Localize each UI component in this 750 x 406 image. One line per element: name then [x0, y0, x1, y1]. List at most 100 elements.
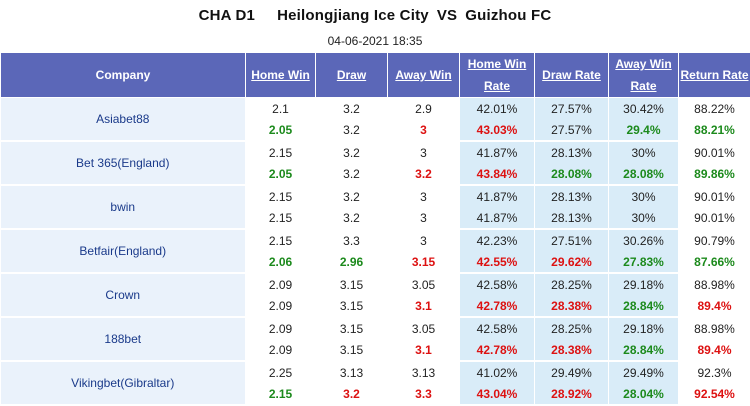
odds-value: 3.2 — [343, 190, 360, 204]
company-name[interactable]: bwin — [1, 185, 246, 229]
live-away-win-cell: 3.1 — [388, 339, 460, 361]
opening-draw-cell: 3.2 — [316, 185, 388, 207]
opening-home-win-cell: 2.09 — [246, 317, 316, 339]
odds-value: 42.55% — [477, 255, 518, 269]
opening-away-win-cell: 3.05 — [388, 317, 460, 339]
column-header-draw-rate[interactable]: Draw Rate — [535, 53, 609, 98]
company-name[interactable]: Crown — [1, 273, 246, 317]
odds-value: 28.04% — [623, 387, 664, 401]
column-header-home-win[interactable]: Home Win — [246, 53, 316, 98]
opening-away-win-cell: 3 — [388, 185, 460, 207]
live-home-win-rate-cell: 42.78% — [460, 295, 535, 317]
odds-value: 28.38% — [551, 343, 592, 357]
opening-away-win-rate-cell: 30.26% — [609, 229, 679, 251]
column-header-company: Company — [1, 53, 246, 98]
live-draw-cell: 3.2 — [316, 163, 388, 185]
odds-value: 30.26% — [623, 234, 664, 248]
live-away-win-rate-cell: 28.84% — [609, 295, 679, 317]
odds-value: 2.15 — [269, 387, 292, 401]
opening-home-win-rate-cell: 42.58% — [460, 273, 535, 295]
live-home-win-rate-cell: 43.84% — [460, 163, 535, 185]
live-draw-rate-cell: 28.13% — [535, 207, 609, 229]
odds-value: 28.38% — [551, 299, 592, 313]
odds-value: 2.25 — [269, 366, 292, 380]
live-away-win-cell: 3 — [388, 119, 460, 141]
odds-value: 29.18% — [623, 322, 664, 336]
odds-value: 42.23% — [477, 234, 518, 248]
live-return-rate-cell: 90.01% — [679, 207, 750, 229]
odds-value: 88.98% — [694, 322, 735, 336]
live-draw-rate-cell: 28.38% — [535, 339, 609, 361]
odds-value: 3.15 — [412, 255, 435, 269]
opening-draw-rate-cell: 28.13% — [535, 185, 609, 207]
live-home-win-cell: 2.15 — [246, 383, 316, 405]
odds-value: 29.4% — [626, 123, 660, 137]
live-away-win-cell: 3.1 — [388, 295, 460, 317]
odds-value: 2.15 — [269, 190, 292, 204]
opening-return-rate-cell: 90.01% — [679, 185, 750, 207]
odds-value: 28.84% — [623, 299, 664, 313]
opening-return-rate-cell: 90.79% — [679, 229, 750, 251]
live-away-win-cell: 3 — [388, 207, 460, 229]
column-header-away-win[interactable]: Away Win — [388, 53, 460, 98]
odds-value: 2.05 — [269, 123, 292, 137]
live-draw-cell: 3.2 — [316, 119, 388, 141]
opening-away-win-rate-cell: 30% — [609, 185, 679, 207]
odds-value: 3.05 — [412, 322, 435, 336]
odds-value: 3.1 — [415, 343, 432, 357]
odds-value: 28.13% — [551, 211, 592, 225]
column-header-home-win-rate[interactable]: Home Win Rate — [460, 53, 535, 98]
odds-value: 28.92% — [551, 387, 592, 401]
odds-value: 3.2 — [343, 211, 360, 225]
odds-value: 90.79% — [694, 234, 735, 248]
company-name[interactable]: Asiabet88 — [1, 98, 246, 142]
odds-value: 43.04% — [477, 387, 518, 401]
opening-home-win-cell: 2.25 — [246, 361, 316, 383]
odds-value: 2.9 — [415, 102, 432, 116]
odds-value: 30.42% — [623, 102, 664, 116]
odds-value: 2.09 — [269, 343, 292, 357]
odds-value: 92.54% — [694, 387, 735, 401]
company-name[interactable]: Betfair(England) — [1, 229, 246, 273]
odds-value: 3 — [420, 234, 427, 248]
odds-value: 41.87% — [477, 146, 518, 160]
company-name[interactable]: Vikingbet(Gibraltar) — [1, 361, 246, 405]
opening-home-win-cell: 2.15 — [246, 185, 316, 207]
opening-draw-rate-cell: 27.51% — [535, 229, 609, 251]
live-draw-rate-cell: 28.92% — [535, 383, 609, 405]
odds-value: 42.58% — [477, 278, 518, 292]
opening-draw-cell: 3.13 — [316, 361, 388, 383]
column-header-draw[interactable]: Draw — [316, 53, 388, 98]
odds-value: 28.13% — [551, 190, 592, 204]
live-draw-cell: 3.2 — [316, 207, 388, 229]
league-name: CHA D1 — [199, 7, 255, 24]
column-header-return-rate[interactable]: Return Rate — [679, 53, 750, 98]
live-draw-cell: 2.96 — [316, 251, 388, 273]
odds-value: 2.15 — [269, 211, 292, 225]
column-header-away-win-rate[interactable]: Away Win Rate — [609, 53, 679, 98]
opening-draw-cell: 3.2 — [316, 98, 388, 120]
odds-value: 27.57% — [551, 102, 592, 116]
odds-value: 87.66% — [694, 255, 735, 269]
opening-home-win-cell: 2.15 — [246, 141, 316, 163]
odds-value: 28.13% — [551, 146, 592, 160]
odds-value: 27.57% — [551, 123, 592, 137]
vs-label: VS — [437, 7, 457, 24]
odds-value: 29.49% — [551, 366, 592, 380]
opening-draw-cell: 3.2 — [316, 141, 388, 163]
live-home-win-rate-cell: 43.04% — [460, 383, 535, 405]
live-draw-cell: 3.15 — [316, 295, 388, 317]
live-home-win-rate-cell: 42.55% — [460, 251, 535, 273]
live-away-win-rate-cell: 29.4% — [609, 119, 679, 141]
company-name[interactable]: 188bet — [1, 317, 246, 361]
odds-value: 3 — [420, 123, 427, 137]
company-name[interactable]: Bet 365(England) — [1, 141, 246, 185]
odds-value: 2.1 — [272, 102, 289, 116]
opening-draw-cell: 3.15 — [316, 273, 388, 295]
